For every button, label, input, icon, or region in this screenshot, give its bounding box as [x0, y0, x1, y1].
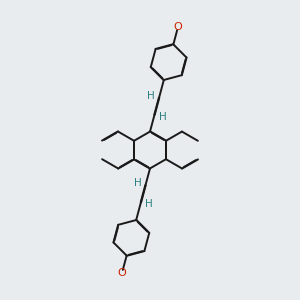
Text: H: H: [147, 91, 155, 100]
Text: O: O: [173, 22, 182, 32]
Text: H: H: [145, 200, 153, 209]
Text: O: O: [118, 268, 127, 278]
Text: H: H: [159, 112, 167, 122]
Text: H: H: [134, 178, 141, 188]
